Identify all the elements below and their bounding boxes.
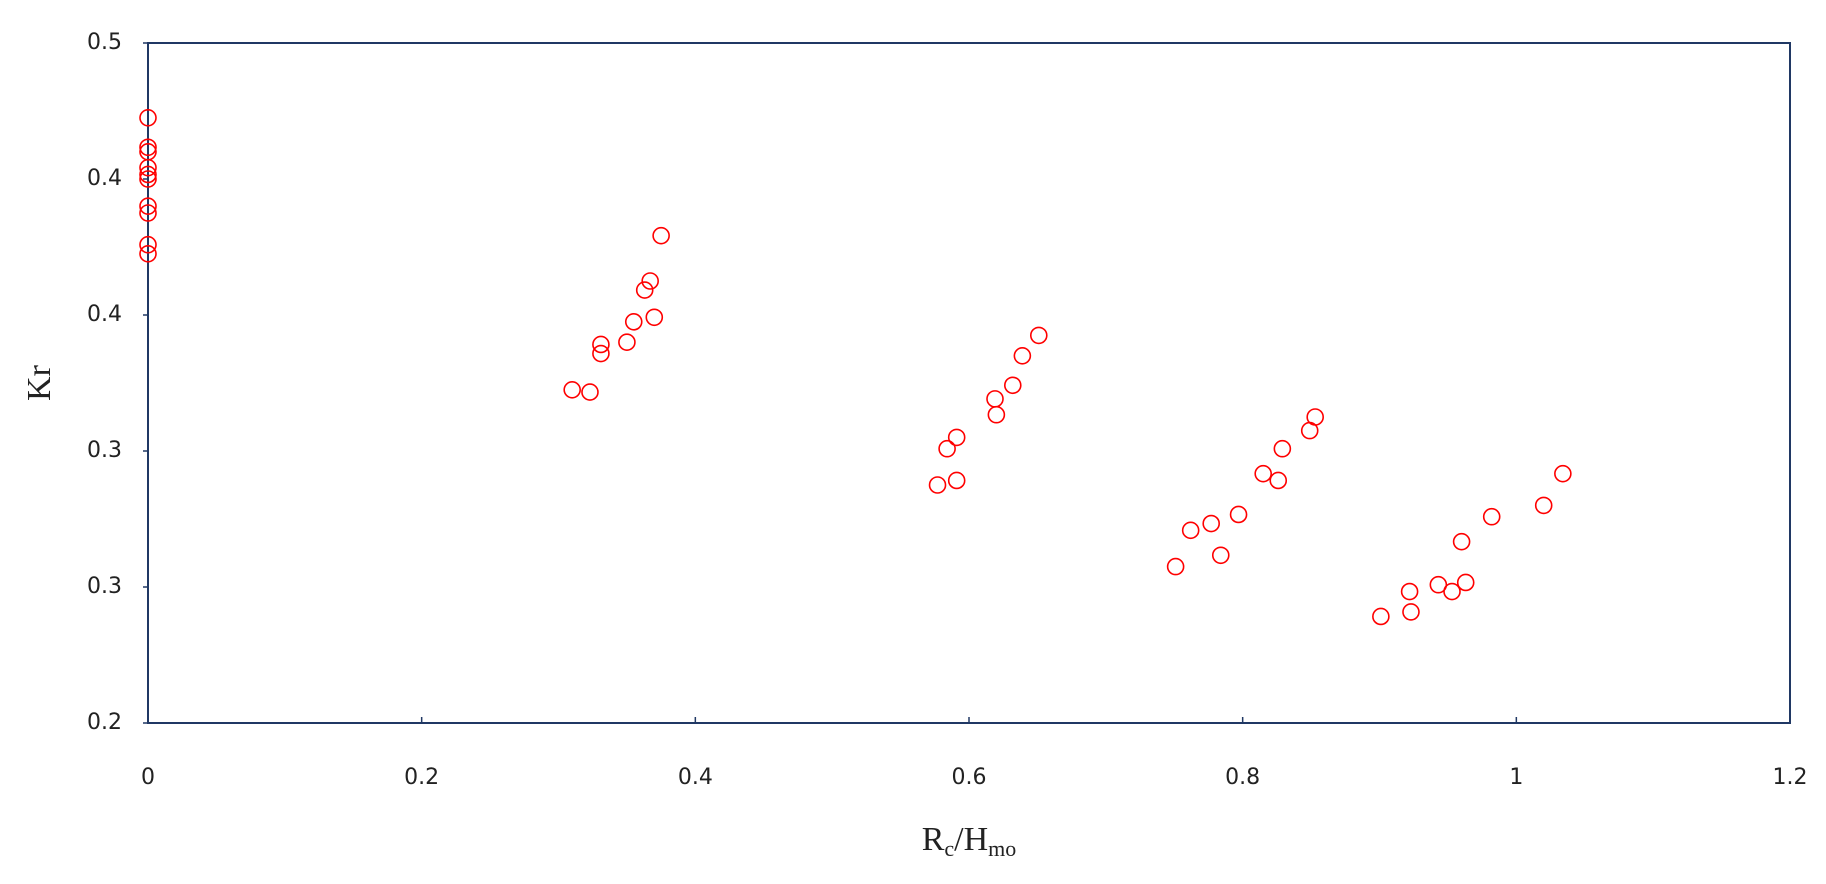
point — [928, 476, 947, 494]
x-tick-label: 0 — [141, 765, 155, 790]
point — [1254, 464, 1272, 483]
point — [947, 471, 966, 490]
y-tick-label: 0.2 — [87, 710, 122, 735]
point — [987, 405, 1006, 424]
point — [1429, 575, 1448, 594]
plot-frame — [147, 42, 1791, 724]
x-tick-label: 0.2 — [404, 765, 439, 790]
point — [1554, 464, 1572, 483]
point — [139, 158, 157, 177]
point — [1029, 326, 1048, 345]
x-tick-label: 0.4 — [678, 765, 713, 790]
point — [139, 165, 157, 184]
point — [1229, 505, 1248, 524]
point — [139, 245, 157, 263]
point — [139, 197, 157, 215]
point — [1269, 471, 1288, 490]
x-tick-label: 1.2 — [1773, 765, 1808, 790]
point — [1166, 557, 1185, 576]
point — [1443, 582, 1461, 601]
y-tick-label: 0.3 — [87, 574, 122, 599]
point — [1456, 573, 1475, 592]
point — [592, 335, 610, 354]
point — [1181, 521, 1200, 540]
point — [139, 170, 157, 188]
point — [1534, 496, 1553, 515]
point — [1013, 346, 1032, 365]
point — [1402, 603, 1420, 621]
x-tick-label: 1 — [1509, 765, 1523, 790]
point — [139, 109, 157, 127]
point — [1452, 532, 1471, 551]
point — [1202, 514, 1220, 533]
x-title-sub: c — [944, 836, 954, 861]
point — [1482, 507, 1501, 526]
y-tick-label: 0.4 — [87, 302, 122, 327]
point — [986, 390, 1004, 408]
point — [618, 333, 636, 352]
point — [563, 380, 581, 399]
x-tick-label: 0.8 — [1225, 765, 1260, 790]
x-title-part: R — [922, 821, 945, 858]
point — [1003, 376, 1022, 395]
point — [624, 312, 643, 331]
y-axis-title: Kr — [21, 364, 58, 401]
point — [139, 138, 157, 157]
point — [139, 235, 157, 254]
point — [1273, 439, 1292, 458]
point — [938, 439, 956, 458]
x-tick-label: 0.6 — [952, 765, 987, 790]
point — [139, 204, 157, 222]
point — [652, 226, 670, 245]
point — [1372, 607, 1390, 626]
point — [947, 428, 966, 447]
point — [1400, 582, 1419, 601]
point — [1211, 546, 1230, 565]
x-title-part: /H — [954, 821, 988, 858]
y-tick-label: 0.5 — [87, 30, 122, 55]
y-tick-label: 0.4 — [87, 166, 122, 191]
point — [1306, 408, 1324, 426]
x-title-sub: mo — [988, 836, 1016, 861]
x-axis-title: Rc/Hmo — [922, 821, 1017, 861]
y-tick-label: 0.3 — [87, 438, 122, 463]
point — [581, 383, 599, 401]
point — [641, 272, 659, 290]
point — [635, 281, 654, 299]
point — [592, 344, 610, 363]
point — [645, 308, 664, 327]
